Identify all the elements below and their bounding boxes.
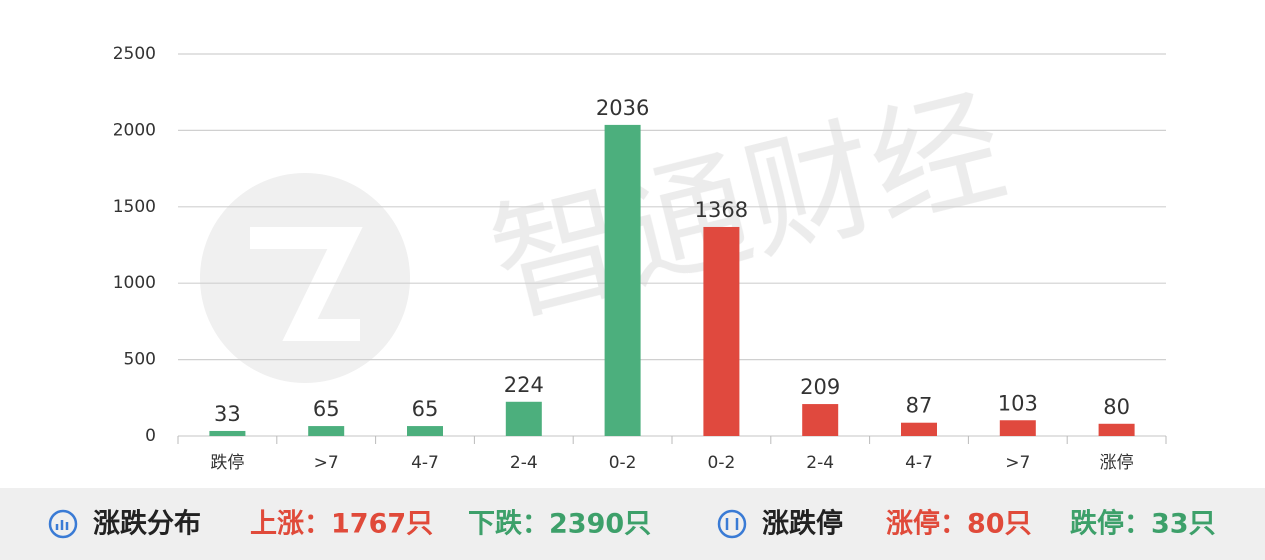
x-tick-label: 4-7 [905, 453, 933, 473]
value-label: 65 [313, 397, 340, 421]
bar [407, 426, 443, 436]
y-tick-label: 1500 [113, 197, 156, 217]
bar [505, 401, 542, 436]
bar [999, 420, 1036, 436]
y-tick-label: 2500 [113, 44, 156, 64]
x-tick-label: 2-4 [806, 453, 834, 473]
icon [725, 518, 739, 530]
value-label: 209 [800, 375, 840, 399]
footer-limit-down: 跌停：33只 [1070, 508, 1216, 540]
value-label: 87 [906, 394, 933, 418]
watermark-logo [200, 173, 410, 383]
x-tick-label: >7 [1005, 453, 1030, 473]
plot: 0 500 1000 1500 2000 2500 跌停 33 >7 65 4-7 65 2-4 224 0… [113, 44, 1167, 473]
x-tick-label: 跌停 [210, 453, 244, 473]
icon [48, 509, 78, 539]
bar [209, 430, 246, 436]
footer: 涨跌分布 上涨：1767只 下跌：2390只 涨跌停 涨停：80只 跌停：33只 [48, 508, 1216, 540]
x-tick-label: 0-2 [708, 453, 736, 473]
footer-title: 涨跌停 [762, 508, 843, 540]
value-label: 2036 [596, 96, 649, 120]
bar [1098, 423, 1135, 436]
footer-bg [0, 488, 1265, 560]
value-label: 33 [214, 402, 241, 426]
value-label: 80 [1103, 395, 1130, 419]
y-tick-label: 0 [145, 426, 156, 446]
icon [55, 520, 69, 530]
value-label: 1368 [695, 198, 748, 222]
footer-limit-up: 涨停：80只 [886, 508, 1032, 540]
x-tick-label: 涨停 [1100, 453, 1134, 473]
x-tick-label: 2-4 [510, 453, 538, 473]
bar [703, 226, 740, 436]
value-label: 65 [412, 397, 439, 421]
x-tick-label: 4-7 [411, 453, 439, 473]
watermark-logo-mark [250, 227, 363, 341]
y-tick-label: 2000 [113, 120, 156, 140]
bar [604, 124, 641, 436]
y-tick-label: 1000 [113, 273, 156, 293]
footer-down: 下跌：2390只 [468, 509, 651, 540]
footer-up: 上涨：1767只 [250, 509, 433, 540]
value-label: 103 [998, 391, 1038, 415]
footer-title: 涨跌分布 [93, 509, 201, 540]
bar [802, 404, 839, 436]
bar [901, 422, 937, 436]
x-tick-label: >7 [314, 453, 339, 473]
value-label: 224 [504, 373, 544, 397]
icon [717, 509, 747, 539]
y-tick-label: 500 [124, 350, 156, 370]
x-tick-label: 0-2 [609, 453, 637, 473]
bar [308, 426, 345, 436]
